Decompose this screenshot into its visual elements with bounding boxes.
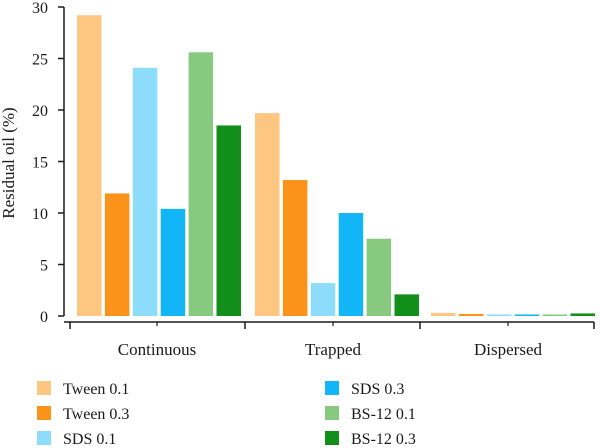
legend-swatch [325, 431, 339, 445]
bars-layer [77, 15, 595, 317]
legend-label: BS-12 0.1 [351, 406, 416, 423]
bar-sds-0-1-trapped [310, 283, 336, 316]
y-tick-label: 10 [32, 206, 48, 223]
legend-swatch [325, 406, 339, 420]
bar-tween-0-3-continuous [104, 193, 130, 316]
legend-label: BS-12 0.3 [351, 431, 416, 448]
y-axis-title: Residual oil (%) [0, 107, 18, 218]
legend: Tween 0.1 Tween 0.3 SDS 0.1 SDS 0.3 BS-12 0.… [37, 381, 416, 448]
bar-bs-12-0-1-continuous [188, 52, 214, 316]
bar-tween-0-1-trapped [255, 113, 280, 316]
legend-swatch [37, 406, 51, 420]
bar-tween-0-1-dispersed [431, 312, 456, 316]
y-tick-label: 0 [40, 309, 48, 326]
bar-bs-12-0-3-continuous [216, 125, 241, 316]
bar-tween-0-3-dispersed [458, 313, 484, 316]
bar-bs-12-0-3-dispersed [570, 313, 595, 316]
category-label-continuous: Continuous [118, 340, 196, 359]
legend-swatch [37, 431, 51, 445]
y-tick-label: 15 [32, 155, 48, 172]
bar-sds-0-3-trapped [338, 213, 364, 316]
y-tick-label: 30 [32, 0, 48, 17]
category-label-trapped: Trapped [305, 340, 362, 359]
legend-label: Tween 0.3 [63, 406, 129, 423]
category-label-dispersed: Dispersed [474, 340, 542, 359]
legend-swatch [325, 381, 339, 395]
bar-tween-0-3-trapped [282, 180, 308, 316]
legend-label: SDS 0.3 [351, 381, 404, 398]
bar-sds-0-1-continuous [132, 67, 158, 317]
bar-bs-12-0-1-trapped [366, 238, 392, 316]
bar-sds-0-3-dispersed [514, 314, 540, 316]
bar-bs-12-0-1-dispersed [542, 314, 568, 316]
legend-label: SDS 0.1 [63, 431, 116, 448]
bar-sds-0-1-dispersed [486, 314, 512, 316]
axes-layer: 0 5 10 15 20 25 30 Continuous Trapped Dispersed [32, 0, 595, 359]
bar-sds-0-3-continuous [160, 208, 186, 316]
legend-label: Tween 0.1 [63, 381, 129, 398]
y-tick-label: 20 [32, 103, 48, 120]
y-tick-label: 25 [32, 52, 48, 69]
bar-tween-0-1-continuous [77, 15, 102, 317]
y-tick-label: 5 [40, 258, 48, 275]
bar-bs-12-0-3-trapped [394, 294, 419, 316]
legend-swatch [37, 381, 51, 395]
